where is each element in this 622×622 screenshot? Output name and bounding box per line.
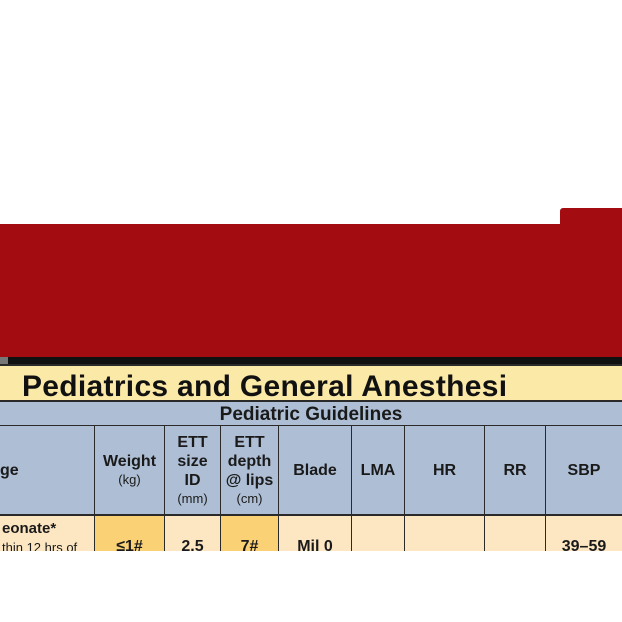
age-note: thin 12 hrs of [2, 540, 78, 551]
table-subtitle: Pediatric Guidelines [219, 404, 403, 425]
col-header-label: SBP [567, 461, 601, 479]
table-row: eonate* thin 12 hrs of ≤1# 2.5 7# Mil 0 … [0, 516, 622, 551]
cell-sbp: 39–59 [546, 516, 622, 551]
weight-value: ≤1# [116, 538, 143, 551]
col-header-label: LMA [360, 461, 396, 479]
sbp-value: 39–59 [561, 538, 607, 551]
page-title: Pediatrics and General Anesthesi [22, 370, 508, 403]
subtitle-bar: Pediatric Guidelines [0, 402, 622, 426]
table-header-row: ge Weight (kg) ETT size ID (mm) ETT dept… [0, 426, 622, 516]
col-header-label: ge [0, 461, 19, 479]
cell-ett-depth: 7# [221, 516, 279, 551]
ett-depth-value: 7# [240, 538, 259, 551]
col-header-age: ge [0, 426, 95, 516]
col-header-rr: RR [485, 426, 546, 516]
col-header-sbp: SBP [546, 426, 622, 516]
col-header-label: ETT depth @ lips [225, 433, 274, 489]
col-header-ett-depth: ETT depth @ lips (cm) [221, 426, 279, 516]
cell-age: eonate* thin 12 hrs of [0, 516, 95, 551]
cell-hr [405, 516, 485, 551]
col-header-unit: (mm) [177, 490, 208, 506]
col-header-unit: (cm) [236, 490, 263, 506]
col-header-weight: Weight (kg) [95, 426, 165, 516]
col-header-ett-size: ETT size ID (mm) [165, 426, 221, 516]
col-header-label: RR [503, 461, 527, 479]
cell-lma [352, 516, 405, 551]
title-bar: Pediatrics and General Anesthesi [0, 364, 622, 403]
col-header-label: Weight [102, 452, 157, 470]
red-header-band [0, 224, 622, 357]
cell-weight: ≤1# [95, 516, 165, 551]
col-header-label: ETT size ID [177, 433, 208, 489]
red-header-tab [560, 208, 622, 228]
corner-mark [0, 357, 8, 364]
col-header-lma: LMA [352, 426, 405, 516]
blade-value: Mil 0 [297, 538, 333, 551]
col-header-unit: (kg) [118, 471, 141, 487]
col-header-label: Blade [293, 461, 337, 479]
cell-blade: Mil 0 [279, 516, 352, 551]
col-header-hr: HR [405, 426, 485, 516]
age-label: eonate* [2, 520, 57, 537]
pediatric-guidelines-card: Pediatrics and General Anesthesi Pediatr… [0, 357, 622, 551]
cell-rr [485, 516, 546, 551]
cell-ett-size: 2.5 [165, 516, 221, 551]
col-header-blade: Blade [279, 426, 352, 516]
col-header-label: HR [432, 461, 457, 479]
ett-size-value: 2.5 [181, 538, 204, 551]
